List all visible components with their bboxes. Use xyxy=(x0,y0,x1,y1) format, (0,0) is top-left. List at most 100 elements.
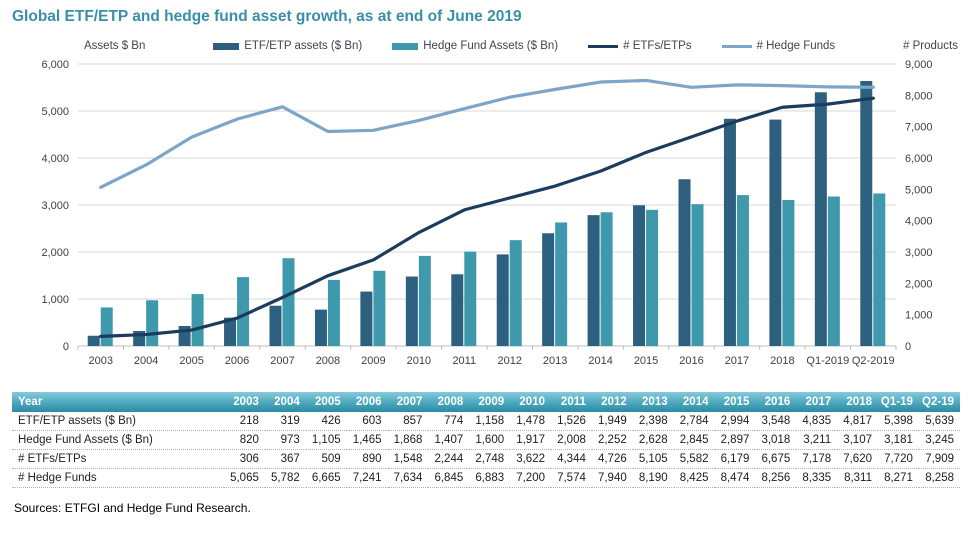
table-cell: 7,620 xyxy=(837,449,878,469)
right-axis-tick-label: 8,000 xyxy=(905,90,933,102)
left-axis-tick-label: 3,000 xyxy=(41,200,69,212)
table-header: Year 2003 2004 2005 2006 2007 2008 2009 2010 2011… xyxy=(12,392,960,412)
table-cell: 3,245 xyxy=(918,430,960,450)
table-cell: 2,748 xyxy=(469,449,511,469)
table-cell: 509 xyxy=(305,449,347,469)
table-cell: 5,782 xyxy=(264,468,306,488)
table-header-cell: 2010 xyxy=(510,392,551,412)
line-series xyxy=(99,96,875,339)
bar xyxy=(814,92,827,346)
right-axis-tick-label: 7,000 xyxy=(905,122,933,134)
table-cell: 5,639 xyxy=(918,412,960,431)
table-cell: 1,526 xyxy=(551,412,592,431)
table-cell: 2,398 xyxy=(632,412,674,431)
table-header-cell: 2013 xyxy=(632,392,674,412)
bar xyxy=(237,277,250,346)
table-row: # Hedge Funds 5,065 5,782 6,665 7,241 7,634 6,… xyxy=(12,468,960,488)
table-cell: 4,726 xyxy=(591,449,633,469)
bar xyxy=(633,205,646,346)
row-label: Hedge Fund Assets ($ Bn) xyxy=(12,430,224,450)
table-cell: 3,181 xyxy=(878,430,919,450)
table-cell: 1,465 xyxy=(346,430,388,450)
bar xyxy=(269,305,282,346)
right-axis-tick-label: 3,000 xyxy=(905,247,933,259)
bar xyxy=(100,307,113,346)
table-cell: 774 xyxy=(428,412,470,431)
table-cell: 1,478 xyxy=(510,412,551,431)
chart-header: Assets $ Bn ETF/ETP assets ($ Bn) Hedge F… xyxy=(12,40,960,52)
right-axis-title: # Products xyxy=(903,40,958,52)
bar xyxy=(405,276,418,346)
bar xyxy=(736,195,749,346)
table-header-cell: 2007 xyxy=(387,392,429,412)
row-label: ETF/ETP assets ($ Bn) xyxy=(12,412,224,431)
x-axis-category-label: 2015 xyxy=(634,355,658,367)
legend-item: # Hedge Funds xyxy=(721,40,835,52)
bar xyxy=(587,215,600,346)
table-cell: 3,548 xyxy=(755,412,797,431)
table-cell: 2,628 xyxy=(632,430,674,450)
x-axis-category-label: 2006 xyxy=(225,355,249,367)
right-axis-tick-label: 0 xyxy=(905,341,911,353)
left-axis-tick-label: 2,000 xyxy=(41,247,69,259)
table-cell: 3,018 xyxy=(755,430,797,450)
table-cell: 7,720 xyxy=(878,449,919,469)
table-cell: 4,817 xyxy=(837,412,878,431)
table-cell: 2,252 xyxy=(591,430,633,450)
bar xyxy=(87,335,100,346)
chart-legend: ETF/ETP assets ($ Bn) Hedge Fund Assets (… xyxy=(145,40,903,52)
x-axis-category-label: 2018 xyxy=(770,355,794,367)
table-cell: 857 xyxy=(387,412,429,431)
x-axis-category-label: 2017 xyxy=(725,355,749,367)
table-cell: 8,190 xyxy=(632,468,674,488)
table-cell: 2,244 xyxy=(428,449,470,469)
table-cell: 7,574 xyxy=(551,468,592,488)
bar xyxy=(509,240,522,346)
bar xyxy=(678,179,691,346)
table-cell: 1,949 xyxy=(591,412,633,431)
table-cell: 1,548 xyxy=(387,449,429,469)
x-axis-category-label: 2009 xyxy=(361,355,385,367)
bar xyxy=(555,222,568,346)
legend-item: Hedge Fund Assets ($ Bn) xyxy=(392,40,558,52)
table-cell: 820 xyxy=(224,430,265,450)
table-cell: 3,107 xyxy=(837,430,878,450)
legend-bar-swatch xyxy=(213,42,240,50)
legend-label: Hedge Fund Assets ($ Bn) xyxy=(423,40,559,52)
bar xyxy=(600,212,613,346)
table-cell: 3,622 xyxy=(510,449,551,469)
table-header-cell: 2016 xyxy=(755,392,797,412)
table-cell: 319 xyxy=(264,412,306,431)
table-cell: 7,200 xyxy=(510,468,551,488)
table-cell: 306 xyxy=(224,449,265,469)
table-header-cell: Q2-19 xyxy=(918,392,960,412)
legend-item: # ETFs/ETPs xyxy=(588,40,692,52)
x-axis-category-label: 2012 xyxy=(497,355,521,367)
table-cell: 6,883 xyxy=(469,468,511,488)
table-cell: 7,241 xyxy=(346,468,388,488)
x-axis-category-label: 2005 xyxy=(179,355,203,367)
table-header-cell: Q1-19 xyxy=(878,392,919,412)
table-cell: 426 xyxy=(305,412,347,431)
bar xyxy=(646,209,659,346)
table-cell: 8,425 xyxy=(673,468,715,488)
bar xyxy=(723,118,736,346)
table-cell: 973 xyxy=(264,430,306,450)
table-header-cell: 2008 xyxy=(428,392,470,412)
table-cell: 1,868 xyxy=(387,430,429,450)
table-header-cell: 2012 xyxy=(591,392,633,412)
table-row: ETF/ETP assets ($ Bn) 218 319 426 603 857 774 1… xyxy=(12,412,960,431)
table-header-cell: 2006 xyxy=(346,392,388,412)
right-axis-tick-label: 2,000 xyxy=(905,278,933,290)
table-cell: 6,675 xyxy=(755,449,797,469)
table-header-cell: 2017 xyxy=(796,392,838,412)
legend-line-swatch xyxy=(721,44,752,48)
left-axis-title: Assets $ Bn xyxy=(84,40,146,52)
table-cell: 2,008 xyxy=(551,430,592,450)
left-axis-tick-label: 1,000 xyxy=(41,294,69,306)
legend-line-swatch xyxy=(588,44,619,48)
right-axis-tick-label: 1,000 xyxy=(905,310,933,322)
line-series xyxy=(99,78,875,189)
bar xyxy=(360,291,373,346)
table-cell: 1,917 xyxy=(510,430,551,450)
